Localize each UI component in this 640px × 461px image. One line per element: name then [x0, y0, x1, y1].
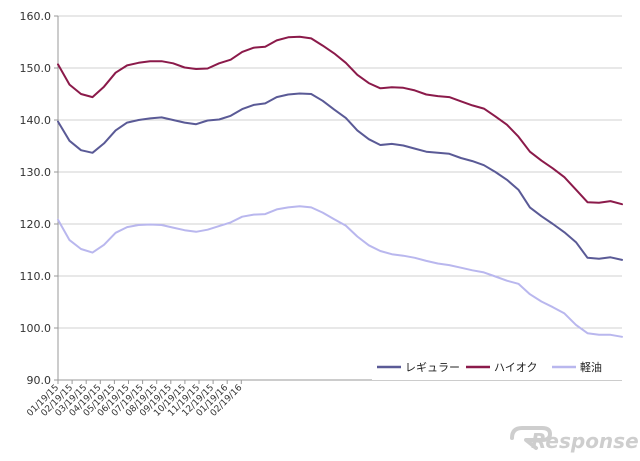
y-axis-ticks: 160.0 150.0 140.0 130.0 120.0 110.0 100.0 90.0	[20, 10, 58, 387]
x-axis-ticks: 01/19/1502/19/1503/19/1504/19/1505/19/15…	[25, 380, 245, 419]
y-tick-label: 120.0	[20, 218, 52, 231]
series-lines	[57, 35, 623, 338]
y-tick-label: 150.0	[20, 62, 52, 75]
legend-label: ハイオク	[494, 361, 538, 374]
legend-background	[372, 354, 622, 380]
y-tick-label: 130.0	[20, 166, 52, 179]
y-tick-label: 140.0	[20, 114, 52, 127]
watermark: Response	[510, 426, 639, 453]
legend-label: 軽油	[580, 360, 602, 374]
gridlines	[58, 15, 622, 329]
series-line-3	[57, 205, 623, 338]
series-line-2	[57, 35, 623, 206]
y-tick-label: 110.0	[20, 270, 52, 283]
watermark-text: Response	[531, 429, 639, 453]
y-tick-label: 100.0	[20, 322, 52, 335]
legend-label: レギュラー	[405, 361, 460, 374]
legend: レギュラー ハイオク 軽油	[377, 360, 602, 374]
series-line-1	[57, 92, 623, 261]
response-logo-icon	[510, 426, 552, 450]
y-tick-label: 90.0	[27, 374, 52, 387]
y-tick-label: 160.0	[20, 10, 52, 23]
